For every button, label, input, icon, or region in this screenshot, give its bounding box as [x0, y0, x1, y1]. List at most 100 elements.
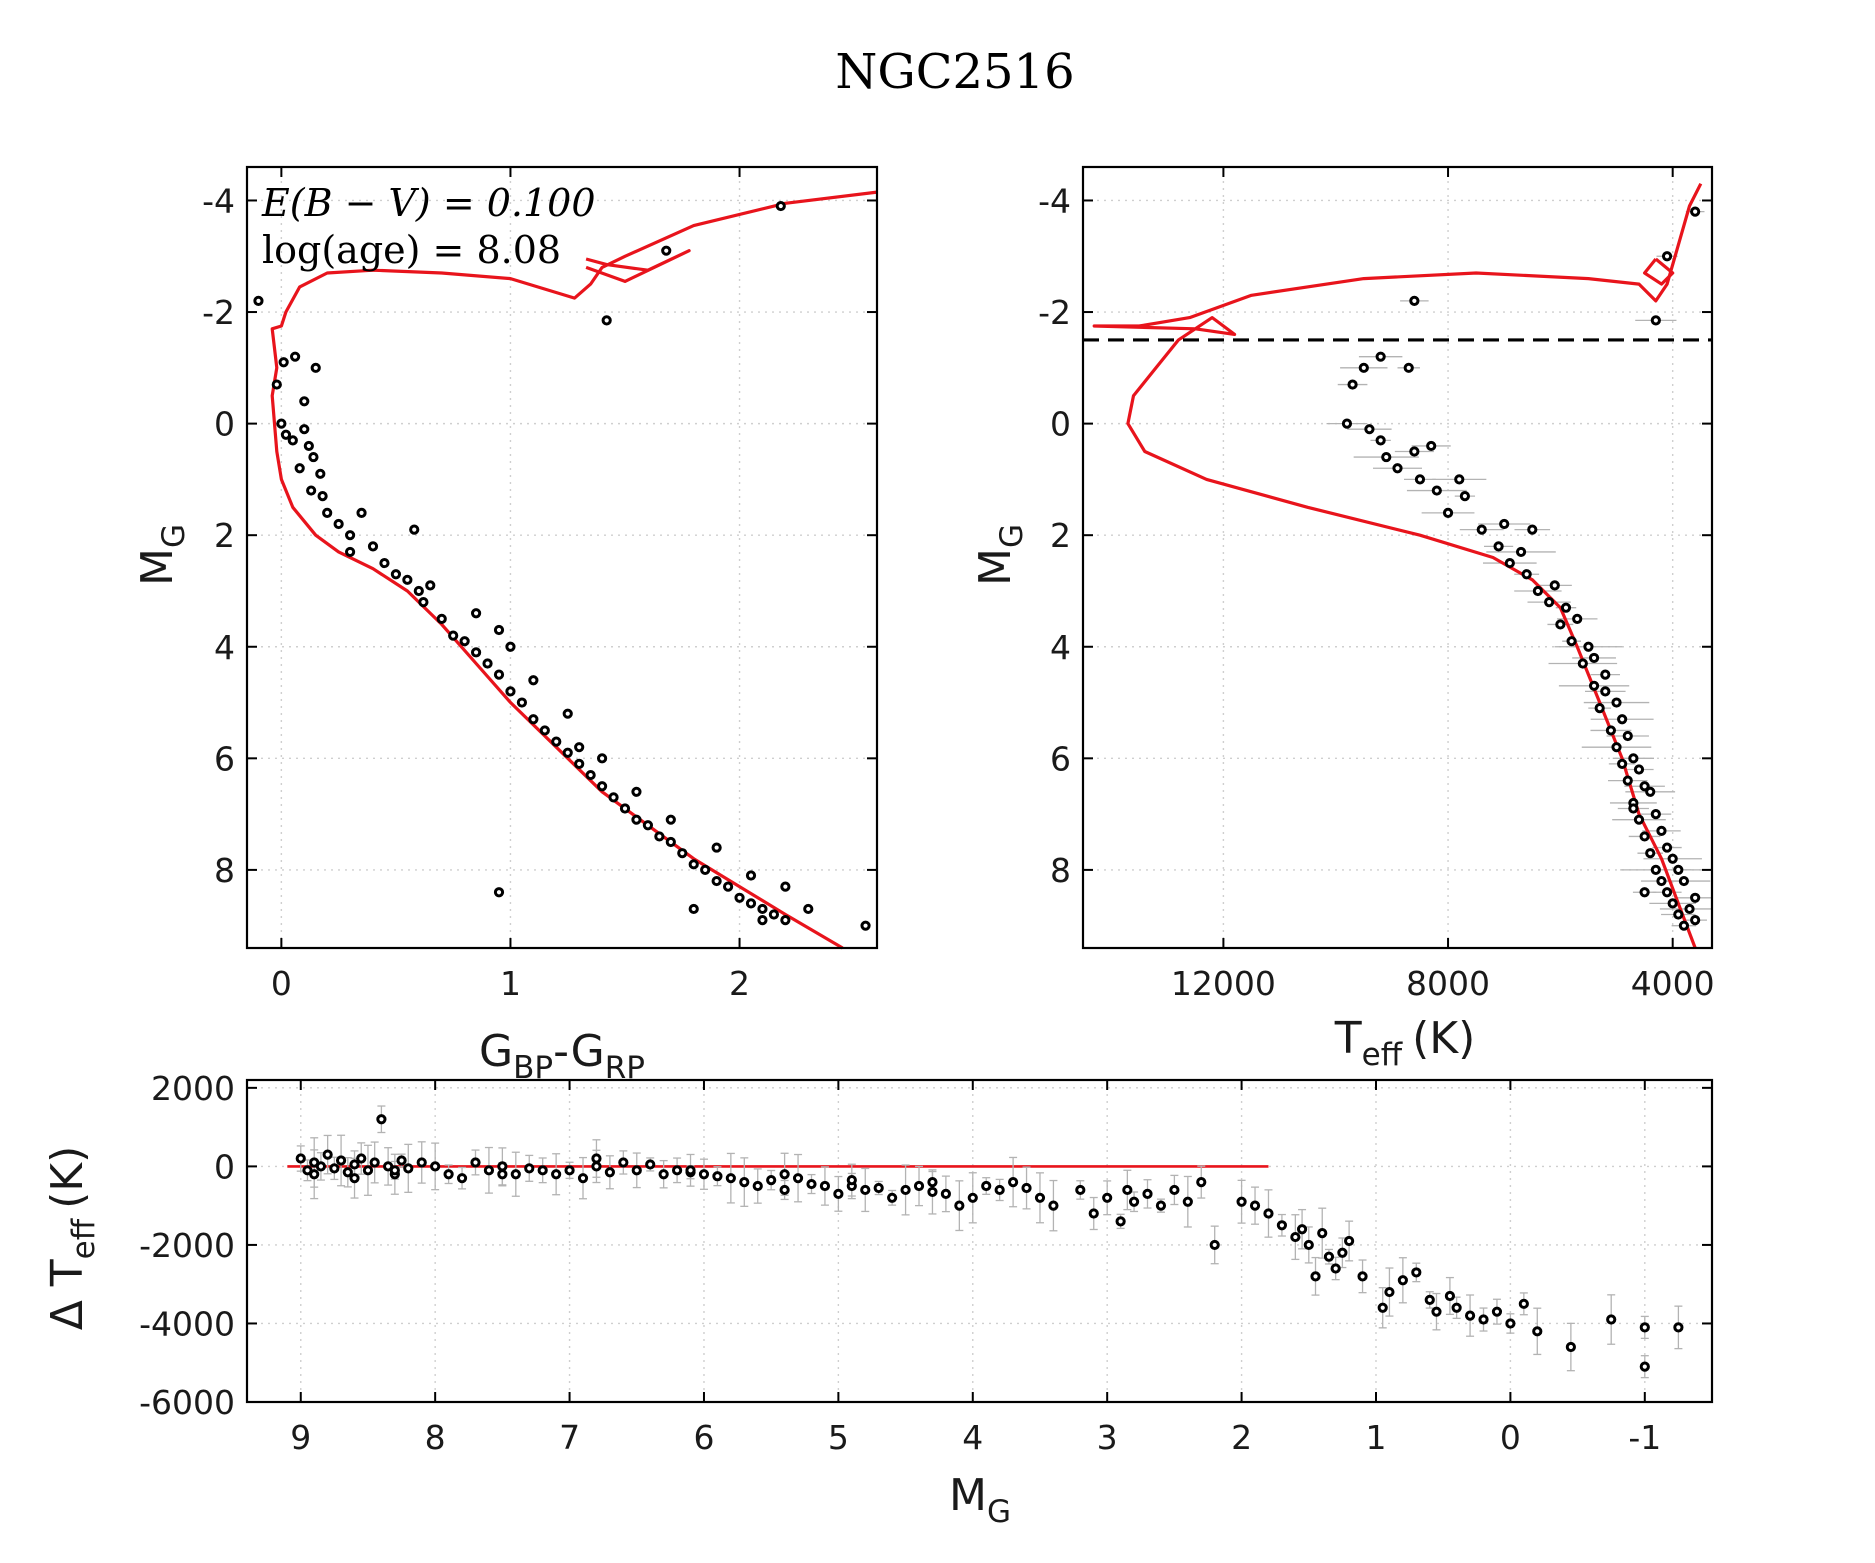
residual-star-point	[1565, 1341, 1576, 1353]
residual-star-point	[1397, 1275, 1408, 1286]
cmd-y-axis-title: MG	[132, 524, 192, 586]
cmd-star-point	[608, 792, 619, 803]
hrd-star-point	[1622, 775, 1633, 786]
y-tick-label: 0	[1050, 405, 1071, 444]
residual-star-point	[725, 1173, 736, 1184]
hrd-star-point	[1673, 909, 1684, 920]
cmd-annotation-ebv: E(B − V) = 0.100	[261, 181, 596, 225]
hrd-star-point	[1611, 742, 1622, 753]
y-tick-label: 4	[214, 628, 235, 667]
residual-star-point	[685, 1165, 696, 1176]
cmd-ylabel-g: G	[156, 524, 192, 548]
residual-star-point	[1323, 1251, 1335, 1262]
residual-grid	[247, 1080, 1712, 1403]
x-tick-label: 2	[729, 964, 750, 1003]
hrd-star-point	[1600, 669, 1611, 680]
cmd-plot-area	[253, 190, 878, 950]
y-tick-label: -2	[202, 293, 235, 332]
hrd-points	[1341, 206, 1701, 931]
cmd-star-point	[418, 597, 429, 608]
hrd-star-point	[1633, 764, 1645, 775]
residual-star-point	[1330, 1263, 1341, 1274]
residual-star-point	[806, 1178, 817, 1190]
y-tick-label: 0	[214, 405, 235, 444]
hrd-star-point	[1577, 658, 1588, 669]
hrd-star-point	[1341, 418, 1353, 429]
cmd-x-axis-title: GBP-GRP	[479, 1026, 645, 1086]
y-tick-label: -2000	[139, 1226, 235, 1265]
x-tick-label: 3	[1097, 1418, 1118, 1457]
cmd-star-point	[367, 541, 379, 552]
residual-star-point	[1478, 1314, 1489, 1325]
hrd-star-point	[1555, 619, 1566, 630]
cmd-star-point	[290, 351, 301, 362]
residual-star-point	[1491, 1306, 1503, 1317]
residual-star-point	[1639, 1361, 1650, 1372]
hrd-star-point	[1499, 518, 1510, 530]
x-tick-label: 5	[828, 1418, 849, 1457]
y-tick-label: -2	[1038, 293, 1071, 332]
residual-star-point	[1088, 1208, 1099, 1219]
residual-star-point	[591, 1153, 602, 1164]
cmd-star-point	[562, 708, 573, 719]
residual-y-axis-title: Δ Teff (K)	[42, 1146, 102, 1331]
cmd-star-point	[253, 295, 264, 306]
cmd-isochrone-line	[270, 190, 878, 950]
residual-star-point	[335, 1155, 347, 1166]
residual-ylabel-dt: Δ T	[42, 1259, 93, 1330]
cmd-star-point	[562, 747, 573, 758]
hrd-xlabel-unit: (K)	[1412, 1013, 1475, 1064]
hrd-star-point	[1560, 602, 1572, 613]
hrd-star-point	[1645, 848, 1656, 859]
hrd-star-point	[1650, 864, 1661, 876]
residual-star-point	[994, 1184, 1005, 1196]
hrd-star-point	[1678, 920, 1690, 931]
cmd-star-point	[322, 507, 333, 518]
x-tick-label: 1	[1365, 1418, 1386, 1457]
residual-star-point	[631, 1165, 642, 1176]
cmd-star-point	[459, 636, 470, 647]
y-tick-label: 2	[214, 516, 235, 555]
residual-star-point	[1606, 1314, 1617, 1325]
cmd-star-point	[677, 848, 688, 859]
residual-star-point	[1008, 1176, 1019, 1188]
residual-star-point	[349, 1159, 360, 1170]
hrd-star-point	[1617, 758, 1628, 770]
hrd-star-point	[1426, 440, 1437, 452]
hrd-star-point	[1521, 569, 1532, 580]
residual-star-point	[1021, 1182, 1032, 1194]
cmd-star-point	[775, 200, 786, 212]
residual-star-point	[1236, 1196, 1247, 1207]
residual-star-point	[403, 1163, 414, 1174]
cmd-star-point	[780, 915, 791, 926]
hrd-isochrone-line	[1092, 182, 1703, 949]
residual-star-point	[1357, 1271, 1368, 1282]
y-tick-label: 0	[214, 1147, 235, 1186]
hrd-star-point	[1375, 435, 1386, 446]
y-tick-label: -4	[202, 181, 235, 220]
hrd-star-point	[1515, 546, 1527, 558]
cmd-star-point	[308, 451, 319, 463]
residual-star-point	[1249, 1200, 1261, 1211]
residual-star-point	[846, 1175, 857, 1186]
residual-star-point	[1310, 1271, 1321, 1282]
residual-star-point	[1317, 1228, 1328, 1239]
residual-star-point	[1303, 1239, 1314, 1251]
residual-star-point	[913, 1180, 925, 1192]
hrd-star-point	[1645, 786, 1656, 797]
hrd-grid	[1083, 167, 1712, 948]
residual-errorbars	[296, 1105, 1683, 1379]
y-tick-label: 6	[1050, 739, 1071, 778]
hrd-star-point	[1690, 892, 1701, 903]
residual-star-point	[1142, 1188, 1153, 1199]
cmd-star-point	[574, 742, 585, 753]
x-tick-label: -1	[1628, 1418, 1661, 1457]
residual-star-point	[591, 1161, 602, 1172]
cmd-star-point	[860, 920, 871, 931]
cmd-star-point	[294, 463, 305, 474]
cmd-star-point	[722, 881, 734, 892]
residual-star-point	[981, 1180, 992, 1192]
residual-star-point	[1196, 1176, 1207, 1188]
hrd-star-point	[1409, 446, 1420, 457]
hrd-star-point	[1504, 557, 1515, 569]
